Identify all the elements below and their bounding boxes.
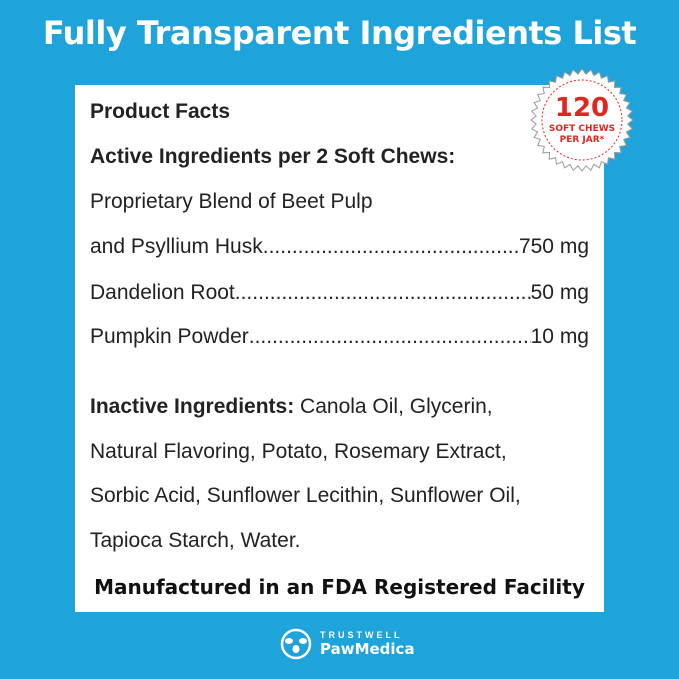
ingredient-amount: 10 mg bbox=[530, 325, 589, 348]
count-badge: 120 SOFT CHEWS PER JAR* bbox=[530, 68, 634, 172]
ingredient-name: and Psyllium Husk bbox=[90, 235, 263, 258]
facts-heading: Product Facts bbox=[90, 100, 231, 123]
brand-name: PawMedica bbox=[320, 640, 415, 658]
ingredient-row: Dandelion Root..........................… bbox=[90, 281, 589, 304]
inactive-line: Inactive Ingredients: Canola Oil, Glycer… bbox=[90, 395, 590, 419]
product-facts-card: Product Facts Active Ingredients per 2 S… bbox=[75, 85, 604, 612]
inactive-text: Canola Oil, Glycerin, bbox=[294, 395, 493, 418]
ingredient-amount: 750 mg bbox=[518, 235, 589, 258]
manufactured-note: Manufactured in an FDA Registered Facili… bbox=[94, 575, 585, 599]
badge-count: 120 bbox=[555, 93, 609, 123]
brand-logo: TRUSTWELL PawMedica bbox=[280, 628, 415, 660]
inactive-line: Sorbic Acid, Sunflower Lecithin, Sunflow… bbox=[90, 484, 521, 507]
inactive-line: Tapioca Starch, Water. bbox=[90, 529, 301, 552]
ingredient-row: Pumpkin Powder..........................… bbox=[90, 325, 589, 348]
ingredient-name: Dandelion Root bbox=[90, 281, 235, 304]
badge-line1: SOFT CHEWS bbox=[549, 124, 615, 134]
brand-top: TRUSTWELL bbox=[320, 630, 403, 640]
blend-line: Proprietary Blend of Beet Pulp bbox=[90, 190, 373, 213]
inactive-line: Natural Flavoring, Potato, Rosemary Extr… bbox=[90, 440, 507, 463]
ingredient-name: Pumpkin Powder bbox=[90, 325, 249, 348]
inactive-label: Inactive Ingredients: bbox=[90, 395, 295, 418]
badge-line2: PER JAR* bbox=[560, 135, 605, 145]
active-heading: Active Ingredients per 2 Soft Chews: bbox=[90, 145, 456, 168]
paw-logo-icon bbox=[280, 628, 312, 660]
ingredient-amount: 50 mg bbox=[530, 281, 589, 304]
page-title: Fully Transparent Ingredients List bbox=[42, 14, 637, 52]
ingredient-row: and Psyllium Husk.......................… bbox=[90, 235, 589, 258]
